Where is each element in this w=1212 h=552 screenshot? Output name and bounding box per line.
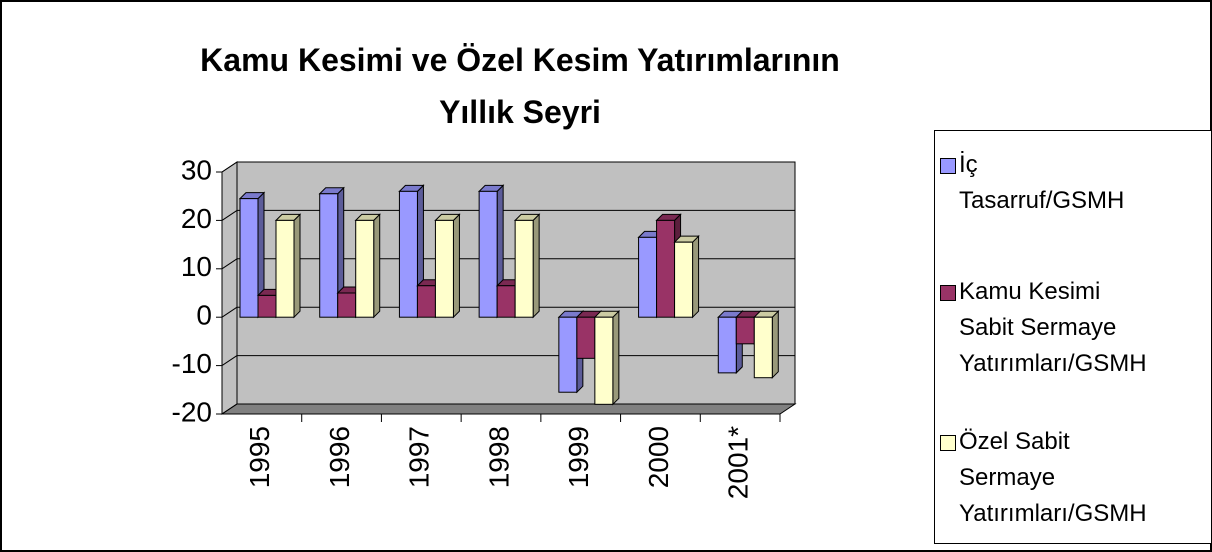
bar-side [452,213,460,319]
legend-label: İç Tasarruf/GSMH [959,151,1125,214]
legend-swatch [940,435,956,451]
bar [514,219,534,318]
x-tick-label: 2000 [643,426,674,488]
y-tick-label: 10 [181,251,212,282]
bar [478,190,498,318]
bar [638,236,658,318]
legend-label: Özel Sabit Sermaye Yatırımları/GSMH [959,428,1147,527]
grid-line-side [221,355,238,367]
x-tick-label: 1998 [483,426,514,488]
bar [496,285,516,318]
x-tick-label: 1999 [563,426,594,488]
bar [753,316,773,379]
y-tick-label: -20 [172,396,212,427]
x-tick-label: 2001* [723,426,754,499]
x-tick-label: 1995 [244,426,275,488]
bar-side [692,234,700,319]
bar [674,241,694,318]
bar-side [771,309,779,379]
side-wall [221,161,238,415]
legend: İç Tasarruf/GSMH Kamu Kesimi Sabit Sermay… [934,130,1212,544]
y-tick-label: 0 [196,300,212,331]
legend-label: Kamu Kesimi Sabit Sermaye Yatırımları/GS… [959,278,1147,377]
bar [576,316,596,359]
bar [337,292,357,318]
bar-side [532,213,540,319]
legend-swatch [940,285,956,301]
bar [735,316,755,345]
bar [434,219,454,318]
bar [656,219,676,318]
y-tick-label: 20 [181,203,212,234]
x-tick-label: 1997 [404,426,435,488]
floor [220,403,797,415]
y-tick-label: 30 [181,154,212,185]
x-tick-label: 1996 [324,426,355,488]
bar [319,193,339,318]
bar [594,316,614,405]
bar [416,285,436,318]
bar-side [293,213,301,319]
bar-side [373,213,381,319]
grid-line-side [221,209,238,221]
bar-side [612,309,620,406]
bar [717,316,737,374]
y-tick-label: -10 [172,348,212,379]
grid-line-side [221,403,238,415]
legend-swatch [940,158,956,174]
bar [275,219,295,318]
grid-line-side [221,161,238,173]
chart-title: Kamu Kesimi ve Özel Kesim Yatırımlarının… [200,42,840,130]
bar [558,316,578,393]
grid-line-side [221,258,238,270]
bar [257,294,277,318]
bar [239,198,259,318]
grid-line-side [221,306,238,318]
bar [398,190,418,318]
bar [355,219,375,318]
